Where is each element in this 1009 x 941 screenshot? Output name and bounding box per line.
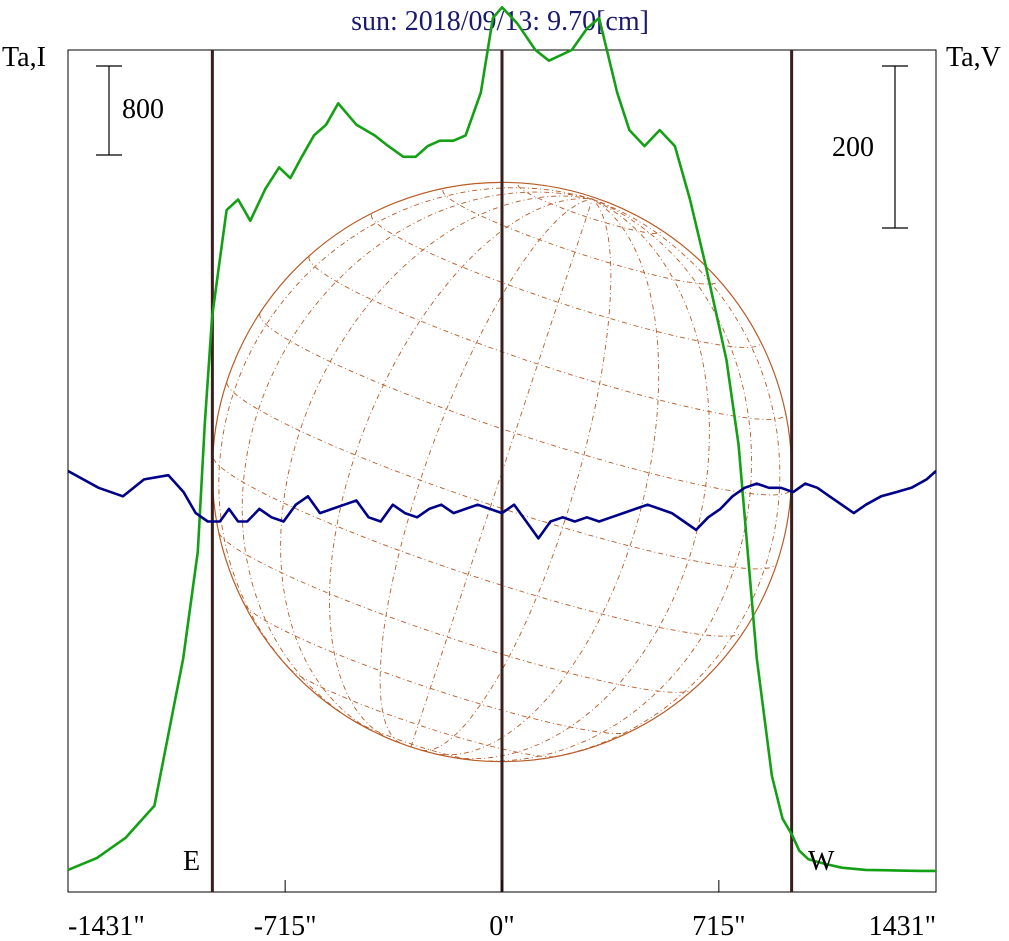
left-axis-label: Ta,I bbox=[2, 42, 46, 73]
disk-meridian bbox=[440, 198, 660, 756]
disk-parallel bbox=[370, 214, 761, 348]
disk-parallel bbox=[442, 190, 719, 285]
disk-parallel bbox=[308, 256, 786, 420]
polarization-scale-bar: 200 bbox=[832, 65, 908, 229]
disk-parallel bbox=[244, 604, 629, 734]
east-limb-label: E bbox=[183, 846, 200, 877]
x-tick-label: 1431" bbox=[869, 911, 936, 941]
x-tick-label: -715" bbox=[254, 911, 317, 941]
disk-meridian bbox=[280, 195, 593, 731]
x-axis: -1431" -715" 0" 715" 1431" bbox=[67, 880, 937, 941]
disk-parallel bbox=[353, 720, 473, 761]
polarization-scale-label: 200 bbox=[832, 132, 874, 163]
stokes-i-line bbox=[67, 6, 936, 873]
x-tick-label: 0" bbox=[489, 911, 514, 941]
disk-meridian bbox=[379, 198, 593, 744]
disk-parallel bbox=[517, 184, 661, 234]
west-limb-label: W bbox=[808, 846, 835, 877]
disk-meridian bbox=[452, 198, 710, 760]
disk-meridian bbox=[329, 198, 593, 736]
disk-parallel bbox=[259, 313, 792, 496]
disk-parallel bbox=[289, 668, 556, 758]
disk-meridian bbox=[218, 187, 593, 669]
limb-markers bbox=[210, 50, 794, 892]
intensity-scale-bar: 800 bbox=[96, 65, 164, 156]
intensity-scale-label: 800 bbox=[122, 94, 164, 125]
disk-meridian bbox=[410, 198, 593, 747]
x-tick-label: -1431" bbox=[68, 911, 145, 941]
stokes-v-line bbox=[67, 469, 937, 540]
disk-parallel bbox=[226, 382, 777, 570]
disk-parallel bbox=[213, 458, 742, 637]
right-axis-label: Ta,V bbox=[946, 42, 1001, 73]
x-tick-label: 715" bbox=[692, 911, 745, 941]
disk-meridian bbox=[487, 198, 753, 762]
disk-parallel bbox=[218, 532, 693, 693]
disk-meridian bbox=[422, 198, 612, 751]
disk-meridian bbox=[554, 198, 781, 758]
